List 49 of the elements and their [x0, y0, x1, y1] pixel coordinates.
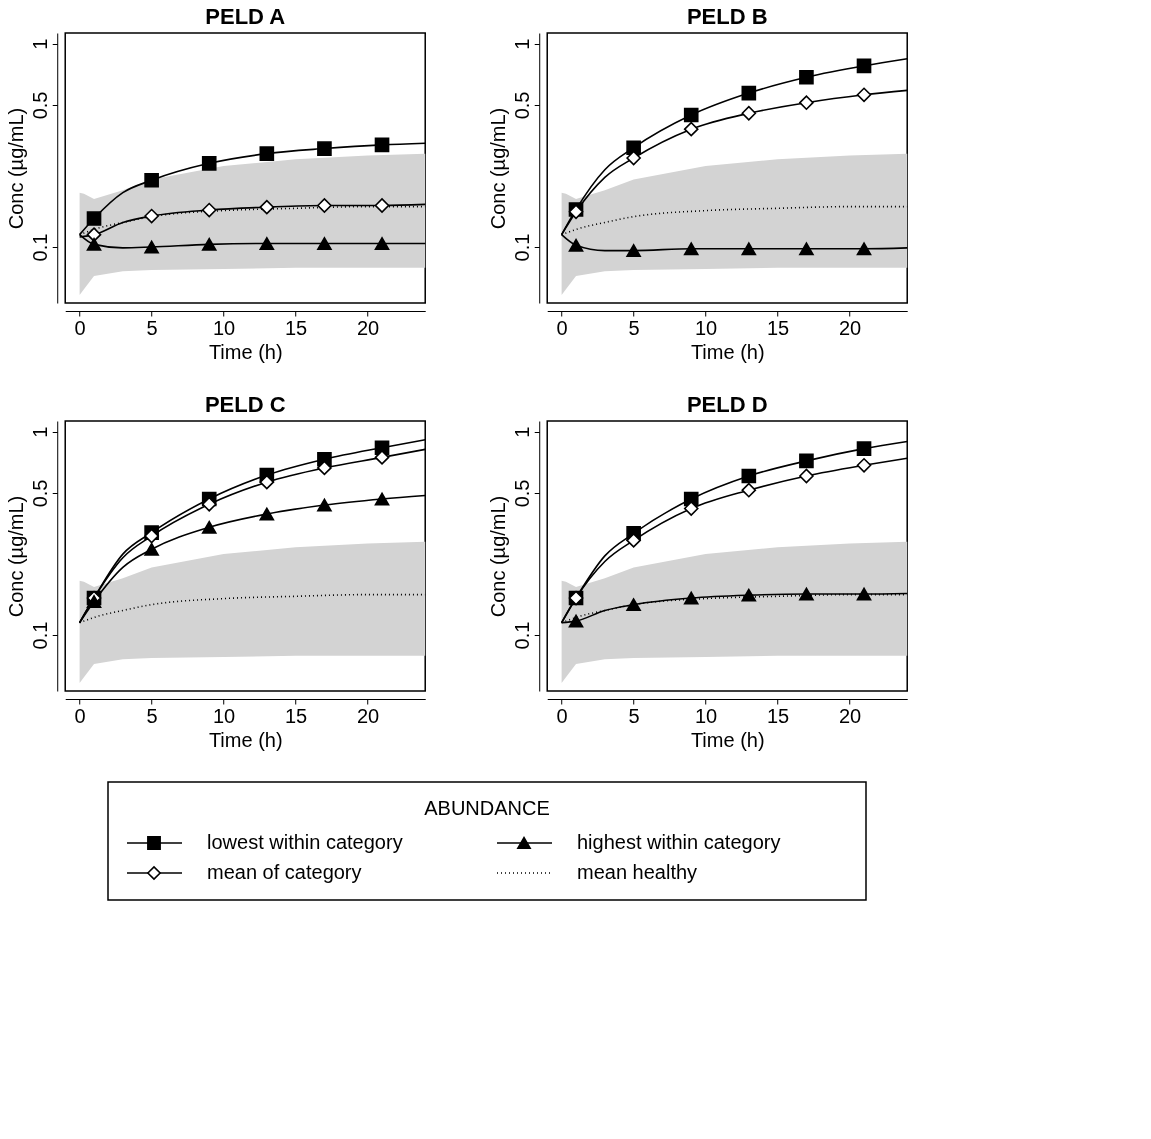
y-tick-label: 0.1	[28, 621, 51, 650]
x-tick-label: 20	[357, 704, 380, 727]
chart-title: PELD D	[686, 392, 768, 417]
y-axis-title: Conc (µg/mL)	[4, 107, 27, 230]
x-tick-label: 10	[695, 704, 718, 727]
y-axis-title: Conc (µg/mL)	[4, 495, 27, 618]
y-axis-title: Conc (µg/mL)	[486, 495, 509, 618]
y-tick-label: 1	[28, 38, 51, 50]
x-tick-label: 15	[285, 316, 308, 339]
x-tick-label: 0	[74, 704, 86, 727]
legend-label: mean healthy	[577, 861, 698, 883]
x-tick-label: 0	[556, 704, 568, 727]
y-tick-label: 0.5	[510, 91, 533, 120]
chart-title: PELD A	[205, 4, 286, 29]
legend-title: ABUNDANCE	[424, 797, 550, 819]
x-axis-title: Time (h)	[690, 728, 765, 751]
x-tick-label: 15	[767, 316, 790, 339]
legend-label: mean of category	[207, 861, 362, 883]
x-tick-label: 20	[839, 316, 862, 339]
legend-label: highest within category	[577, 831, 781, 853]
x-tick-label: 5	[628, 704, 640, 727]
chart-title: PELD B	[686, 4, 768, 29]
y-tick-label: 1	[510, 38, 533, 50]
y-tick-label: 0.5	[510, 479, 533, 508]
x-tick-label: 10	[213, 316, 236, 339]
x-tick-label: 0	[556, 316, 568, 339]
x-axis-title: Time (h)	[690, 340, 765, 363]
x-tick-label: 5	[628, 316, 640, 339]
legend-label: lowest within category	[207, 831, 403, 853]
y-tick-label: 1	[510, 426, 533, 438]
x-tick-label: 10	[695, 316, 718, 339]
x-tick-label: 20	[357, 316, 380, 339]
y-tick-label: 0.1	[510, 621, 533, 650]
x-tick-label: 5	[146, 316, 158, 339]
x-axis-title: Time (h)	[208, 728, 283, 751]
y-axis-title: Conc (µg/mL)	[486, 107, 509, 230]
y-tick-label: 0.5	[28, 91, 51, 120]
x-tick-label: 0	[74, 316, 86, 339]
chart-title: PELD C	[204, 392, 286, 417]
x-tick-label: 10	[213, 704, 236, 727]
y-tick-label: 0.1	[28, 233, 51, 262]
x-tick-label: 15	[285, 704, 308, 727]
x-tick-label: 20	[839, 704, 862, 727]
x-tick-label: 15	[767, 704, 790, 727]
x-axis-title: Time (h)	[208, 340, 283, 363]
y-tick-label: 0.1	[510, 233, 533, 262]
x-tick-label: 5	[146, 704, 158, 727]
y-tick-label: 0.5	[28, 479, 51, 508]
y-tick-label: 1	[28, 426, 51, 438]
